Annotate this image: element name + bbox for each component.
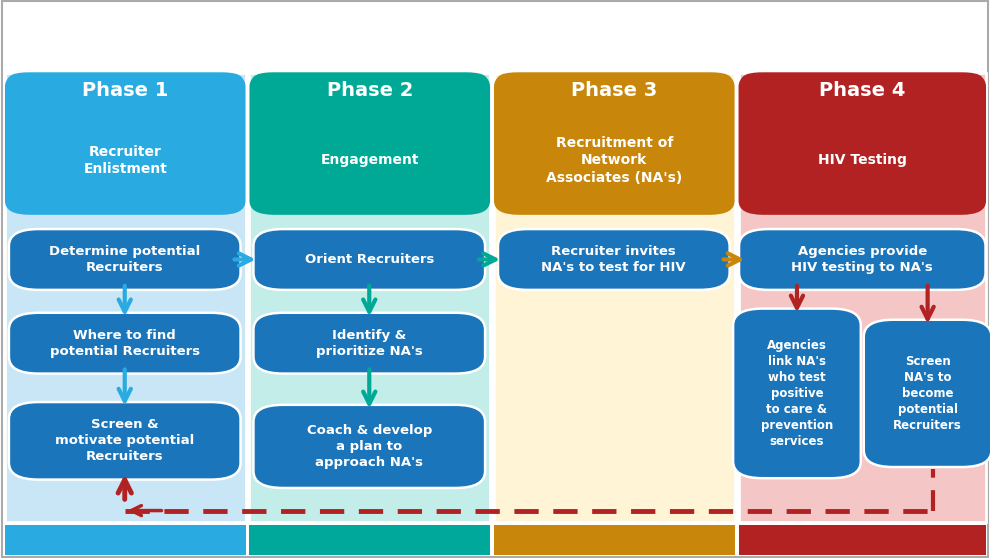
Text: Screen &
motivate potential
Recruiters: Screen & motivate potential Recruiters: [55, 418, 194, 463]
Text: Orient Recruiters: Orient Recruiters: [305, 253, 434, 266]
Text: Recruitment of
Network
Associates (NA's): Recruitment of Network Associates (NA's): [546, 136, 682, 185]
Text: Phase 2: Phase 2: [327, 81, 413, 100]
FancyBboxPatch shape: [741, 73, 984, 110]
FancyBboxPatch shape: [5, 73, 246, 215]
FancyBboxPatch shape: [733, 309, 861, 478]
FancyBboxPatch shape: [494, 73, 735, 522]
Text: Engagement: Engagement: [321, 153, 419, 167]
FancyBboxPatch shape: [253, 229, 485, 290]
FancyBboxPatch shape: [9, 229, 241, 290]
FancyBboxPatch shape: [498, 229, 730, 290]
Text: Determine potential
Recruiters: Determine potential Recruiters: [50, 245, 200, 274]
FancyBboxPatch shape: [739, 73, 986, 215]
FancyBboxPatch shape: [494, 73, 735, 215]
Text: Recruiter invites
NA's to test for HIV: Recruiter invites NA's to test for HIV: [542, 245, 686, 274]
FancyBboxPatch shape: [249, 525, 490, 555]
FancyBboxPatch shape: [251, 73, 488, 110]
FancyBboxPatch shape: [739, 525, 986, 555]
FancyBboxPatch shape: [249, 73, 490, 215]
FancyBboxPatch shape: [5, 73, 246, 522]
Text: Phase 4: Phase 4: [819, 81, 906, 100]
FancyBboxPatch shape: [5, 525, 246, 555]
Text: Agencies provide
HIV testing to NA's: Agencies provide HIV testing to NA's: [791, 245, 934, 274]
FancyBboxPatch shape: [253, 405, 485, 488]
Text: Where to find
potential Recruiters: Where to find potential Recruiters: [50, 329, 200, 358]
Text: Phase 1: Phase 1: [82, 81, 168, 100]
Text: Phase 3: Phase 3: [571, 81, 657, 100]
Text: Identify &
prioritize NA's: Identify & prioritize NA's: [316, 329, 423, 358]
FancyBboxPatch shape: [9, 312, 241, 374]
FancyBboxPatch shape: [494, 525, 735, 555]
Text: Recruiter
Enlistment: Recruiter Enlistment: [83, 145, 167, 176]
Text: HIV Testing: HIV Testing: [818, 153, 907, 167]
FancyBboxPatch shape: [7, 73, 244, 110]
FancyBboxPatch shape: [739, 73, 986, 522]
FancyBboxPatch shape: [9, 402, 241, 480]
Text: Coach & develop
a plan to
approach NA's: Coach & develop a plan to approach NA's: [307, 424, 432, 469]
FancyBboxPatch shape: [739, 229, 985, 290]
Text: Agencies
link NA's
who test
positive
to care &
prevention
services: Agencies link NA's who test positive to …: [761, 339, 833, 448]
Text: Screen
NA's to
become
potential
Recruiters: Screen NA's to become potential Recruite…: [893, 355, 962, 432]
FancyBboxPatch shape: [863, 320, 990, 467]
FancyBboxPatch shape: [496, 73, 733, 110]
FancyBboxPatch shape: [249, 73, 490, 522]
FancyBboxPatch shape: [253, 312, 485, 374]
